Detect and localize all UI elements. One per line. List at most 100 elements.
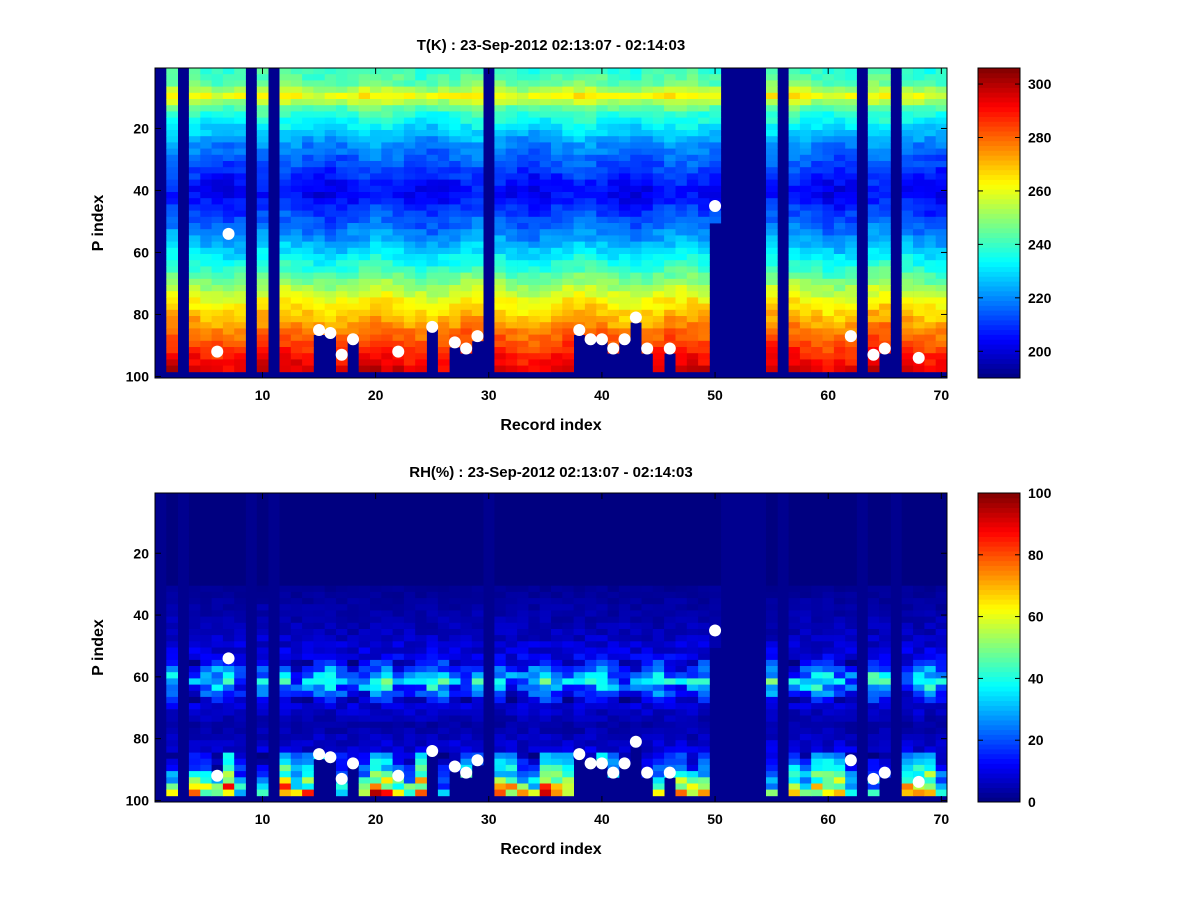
heatmap-cell [584, 746, 597, 753]
heatmap-cell [222, 123, 235, 131]
heatmap-cell [370, 647, 382, 655]
heatmap-cell [833, 303, 846, 311]
heatmap-cell [234, 561, 246, 568]
heatmap-cell [403, 223, 416, 230]
heatmap-cell [347, 530, 359, 537]
heatmap-cell [811, 173, 823, 180]
heatmap-cell [664, 92, 676, 100]
heatmap-cell [256, 622, 269, 630]
heatmap-cell [336, 598, 348, 605]
heatmap-cell [200, 635, 212, 642]
heatmap-cell [234, 154, 246, 162]
heatmap-cell [562, 347, 574, 354]
heatmap-cell [686, 684, 699, 692]
heatmap-cell [584, 229, 597, 236]
heatmap-cell [935, 130, 948, 137]
heatmap-cell [211, 80, 224, 87]
heatmap-cell [562, 359, 574, 366]
heatmap-cell [347, 229, 359, 236]
colorbar-swatch [978, 223, 1020, 229]
heatmap-cell [494, 690, 507, 698]
heatmap-cell [336, 272, 348, 280]
marker-point [426, 320, 439, 333]
heatmap-cell [641, 272, 654, 280]
heatmap-cell [358, 641, 371, 648]
heatmap-cell [551, 173, 563, 180]
heatmap-cell [460, 278, 473, 286]
heatmap-cell [403, 505, 416, 512]
heatmap-cell [460, 316, 473, 323]
heatmap-cell [517, 285, 529, 292]
heatmap-cell [290, 499, 303, 506]
heatmap-cell [528, 622, 541, 630]
heatmap-cell [449, 641, 461, 648]
colorbar-swatch [978, 198, 1020, 205]
heatmap-cell [528, 635, 541, 642]
heatmap-cell [618, 148, 631, 156]
heatmap-cell [324, 136, 337, 143]
heatmap-cell [675, 554, 688, 562]
heatmap-cell [211, 493, 224, 500]
heatmap-cell [641, 179, 654, 187]
heatmap-cell [618, 721, 631, 729]
heatmap-cell [845, 123, 857, 131]
heatmap-cell [302, 136, 314, 143]
heatmap-cell [166, 167, 178, 174]
heatmap-cell [370, 715, 382, 723]
heatmap-cell [505, 678, 518, 685]
heatmap-cell [652, 123, 665, 131]
heatmap-cell [211, 105, 224, 112]
heatmap-cell [630, 542, 642, 549]
heatmap-cell [539, 161, 552, 168]
heatmap-cell [766, 148, 778, 156]
heatmap-cell [788, 167, 801, 174]
heatmap-cell [415, 696, 427, 704]
heatmap-cell [698, 309, 710, 317]
heatmap-cell [528, 499, 541, 506]
heatmap-cell [234, 142, 246, 149]
colorbar-swatch [978, 329, 1020, 335]
heatmap-cell [584, 734, 597, 741]
heatmap-cell [222, 604, 235, 611]
heatmap-cell [256, 74, 269, 81]
y-tick-label: 100 [126, 368, 150, 384]
heatmap-cell [664, 622, 676, 630]
heatmap-cell [664, 80, 676, 87]
heatmap-cell [426, 241, 439, 249]
heatmap-cell [799, 161, 812, 168]
heatmap-cell [811, 130, 823, 137]
heatmap-cell [811, 185, 823, 193]
heatmap-cell [256, 530, 269, 537]
heatmap-cell [652, 334, 665, 342]
heatmap-cell [698, 74, 710, 81]
heatmap-cell [370, 616, 382, 624]
heatmap-cell [596, 622, 608, 630]
heatmap-cell [336, 254, 348, 261]
heatmap-cell [279, 92, 292, 100]
heatmap-cell [460, 678, 473, 685]
heatmap-cell [313, 161, 326, 168]
heatmap-cell [539, 167, 552, 174]
heatmap-cell [302, 316, 314, 323]
heatmap-cell [347, 130, 359, 137]
heatmap-cell [392, 659, 405, 667]
heatmap-cell [381, 241, 393, 249]
heatmap-cell [392, 322, 405, 329]
heatmap-cell [811, 167, 823, 174]
heatmap-cell [358, 758, 371, 766]
heatmap-cell [517, 353, 529, 360]
heatmap-cell [188, 573, 201, 580]
heatmap-cell [709, 173, 722, 180]
heatmap-cell [336, 554, 348, 562]
heatmap-cell [686, 353, 699, 360]
heatmap-cell [290, 74, 303, 81]
heatmap-cell [551, 192, 563, 199]
heatmap-cell [675, 278, 688, 286]
heatmap-cell [188, 161, 201, 168]
heatmap-cell [551, 254, 563, 261]
heatmap-cell [539, 291, 552, 298]
heatmap-cell [652, 192, 665, 199]
heatmap-cell [211, 764, 224, 772]
heatmap-cell [686, 783, 699, 791]
heatmap-cell [652, 499, 665, 506]
